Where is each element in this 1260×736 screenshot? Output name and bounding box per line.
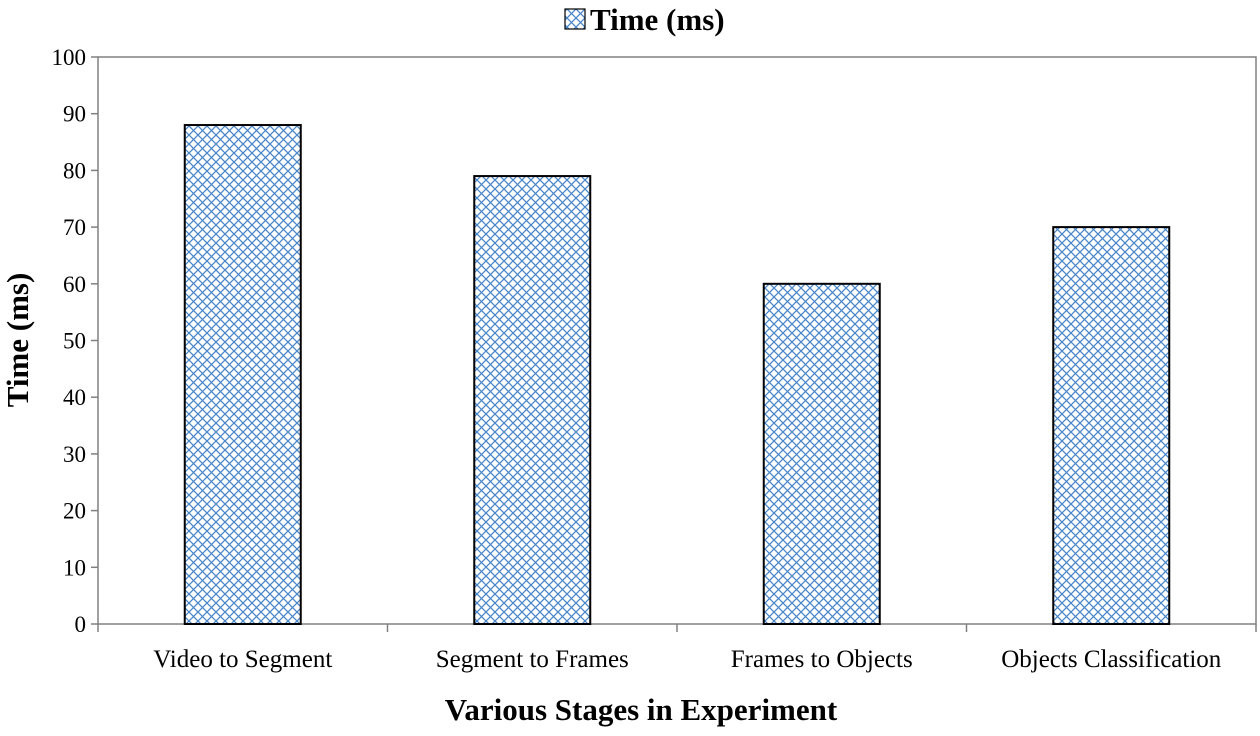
- y-tick-label: 40: [63, 385, 86, 410]
- bars: [183, 124, 1171, 625]
- y-axis-ticks: 0 10 20 30 40 50 60 70 80 90 100: [52, 45, 98, 637]
- y-tick-label: 0: [75, 612, 87, 637]
- y-axis-title: Time (ms): [0, 273, 35, 408]
- bar-video-to-segment: [183, 124, 302, 625]
- x-category-label: Objects Classification: [1001, 646, 1222, 673]
- x-category-label: Frames to Objects: [731, 646, 913, 673]
- y-tick-label: 90: [63, 102, 86, 127]
- category-labels: Video to Segment Segment to Frames Frames …: [153, 646, 1222, 673]
- y-tick-label: 30: [63, 442, 86, 467]
- bar-objects-classification: [1052, 226, 1171, 625]
- bar-segment-to-frames: [473, 175, 592, 625]
- y-tick-label: 80: [63, 158, 86, 183]
- y-tick-label: 50: [63, 329, 86, 354]
- legend-swatch: [564, 8, 586, 30]
- y-tick-label: 70: [63, 215, 86, 240]
- y-tick-label: 60: [63, 272, 86, 297]
- legend-label: Time (ms): [590, 2, 725, 37]
- y-tick-label: 100: [52, 45, 87, 70]
- x-axis-title: Various Stages in Experiment: [445, 692, 838, 727]
- x-axis-ticks: [97, 624, 1257, 632]
- legend: Time (ms): [564, 2, 725, 37]
- bar-frames-to-objects: [762, 282, 881, 625]
- x-category-label: Segment to Frames: [436, 646, 629, 673]
- y-tick-label: 20: [63, 499, 86, 524]
- y-tick-label: 10: [63, 555, 86, 580]
- x-category-label: Video to Segment: [153, 646, 332, 673]
